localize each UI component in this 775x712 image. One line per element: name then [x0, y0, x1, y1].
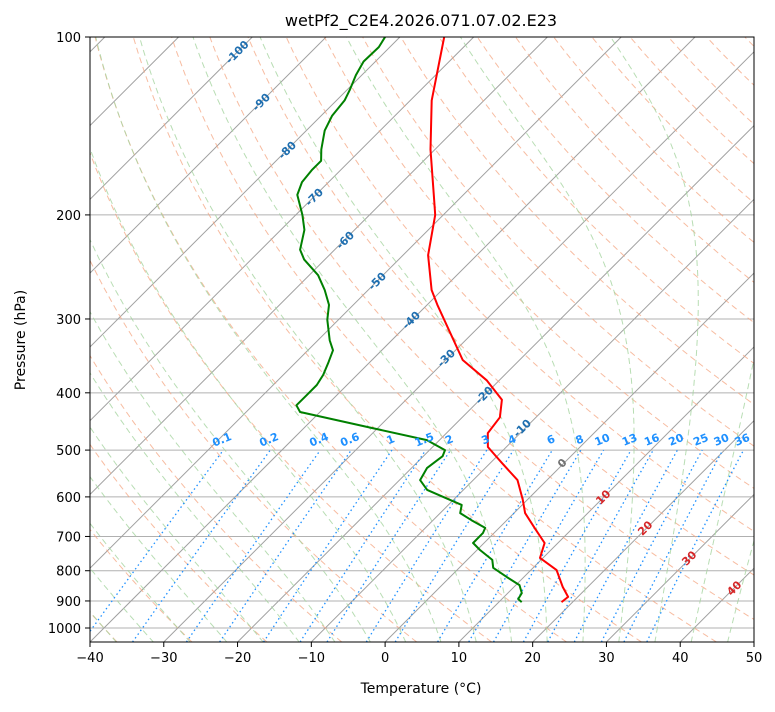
dry-adiabat-line [133, 37, 641, 642]
mixing-ratio-label: 13 [620, 431, 639, 449]
isotherm-line [16, 37, 621, 642]
y-tick-label: 700 [56, 530, 81, 545]
x-tick-label: −20 [224, 651, 251, 666]
isotherm-label: -60 [334, 228, 357, 251]
mixing-ratio-label: 3 [479, 432, 491, 447]
mixing-ratio-label: 20 [667, 431, 686, 449]
plot-area [0, 37, 775, 643]
mixing-ratio-line [624, 450, 723, 642]
x-tick-label: 10 [451, 651, 468, 666]
x-tick-label: 50 [746, 651, 763, 666]
mixing-ratio-line [395, 450, 513, 642]
x-tick-label: −40 [76, 651, 103, 666]
mixing-ratio-label: 8 [574, 432, 586, 447]
moist-adiabat-line [460, 37, 634, 643]
dry-adiabat-line [363, 37, 775, 642]
isotherm-line [680, 37, 775, 642]
x-tick-label: 0 [381, 651, 389, 666]
dry-adiabat-line [745, 37, 775, 642]
moist-adiabat-line [59, 37, 406, 643]
moist-adiabat-line [691, 37, 775, 643]
dry-adiabat-line [57, 37, 492, 642]
y-tick-label: 300 [56, 313, 81, 328]
mixing-ratio-label: 2 [443, 432, 455, 447]
y-tick-label: 100 [56, 31, 81, 46]
mixing-ratio-line [133, 450, 271, 642]
mixing-ratio-label: 0.6 [338, 430, 361, 449]
moist-adiabat-line [0, 37, 264, 643]
dry-adiabat-line [19, 37, 417, 642]
x-tick-label: 30 [598, 651, 615, 666]
isotherm-line [0, 37, 252, 642]
x-tick-label: −10 [298, 651, 325, 666]
isotherm-line [459, 37, 775, 642]
dry-adiabat-line [630, 37, 775, 642]
isotherm-label: -80 [276, 138, 299, 161]
isotherm-label: 20 [635, 518, 655, 538]
isotherm-line [0, 37, 400, 642]
moist-adiabat-line [96, 37, 441, 643]
mixing-ratio-line [548, 450, 654, 642]
isotherm-label: -70 [303, 185, 326, 208]
mixing-ratio-label: 16 [642, 431, 661, 449]
moist-adiabat-line [0, 37, 335, 643]
mixing-ratio-line [601, 450, 702, 642]
mixing-ratio-line [327, 450, 451, 642]
mixing-ratio-label: 25 [691, 431, 710, 449]
isotherm-line [164, 37, 769, 642]
isotherm-label: -30 [435, 346, 458, 369]
x-tick-label: −30 [150, 651, 177, 666]
y-tick-label: 600 [56, 491, 81, 506]
isotherm-line [311, 37, 775, 642]
isotherm-label: 0 [555, 456, 570, 471]
y-tick-label: 200 [56, 209, 81, 224]
mixing-ratio-label: 6 [545, 432, 557, 447]
mixing-ratio-label: 10 [593, 431, 612, 449]
x-axis-label: Temperature (°C) [360, 681, 482, 697]
isotherm-line [0, 37, 547, 642]
temperature-profile-line [428, 37, 568, 602]
dry-adiabat-line [172, 37, 717, 642]
moist-adiabat-line [0, 37, 227, 643]
y-tick-label: 400 [56, 387, 81, 402]
mixing-ratio-line [574, 450, 677, 642]
dry-adiabat-line [0, 37, 267, 642]
chart-title: wetPf2_C2E4.2026.071.07.02.E23 [285, 11, 557, 31]
x-tick-label: 40 [672, 651, 689, 666]
dry-adiabat-line [516, 37, 775, 642]
y-axis-label: Pressure (hPa) [13, 290, 29, 390]
mixing-ratio-label: 0.1 [211, 430, 234, 449]
axes-frame [90, 37, 754, 642]
moist-adiabat-line [611, 37, 699, 643]
isotherm-line [754, 37, 775, 642]
y-tick-label: 900 [56, 595, 81, 610]
mixing-ratio-label: 1 [385, 432, 397, 447]
mixing-ratio-line [220, 450, 352, 642]
mixing-ratio-line [438, 450, 553, 642]
isotherm-line [533, 37, 775, 642]
x-tick-label: 20 [524, 651, 541, 666]
y-tick-label: 1000 [48, 622, 81, 637]
mixing-ratio-label: 0.4 [308, 430, 331, 449]
dry-adiabat-line [439, 37, 775, 642]
dry-adiabat-line [668, 37, 775, 642]
y-tick-label: 800 [56, 565, 81, 580]
moist-adiabat-line [193, 37, 512, 643]
dry-adiabat-line [592, 37, 775, 642]
isotherm-line [0, 37, 326, 642]
isotherm-line [90, 37, 695, 642]
y-tick-label: 500 [56, 444, 81, 459]
moist-adiabat-line [260, 37, 547, 643]
